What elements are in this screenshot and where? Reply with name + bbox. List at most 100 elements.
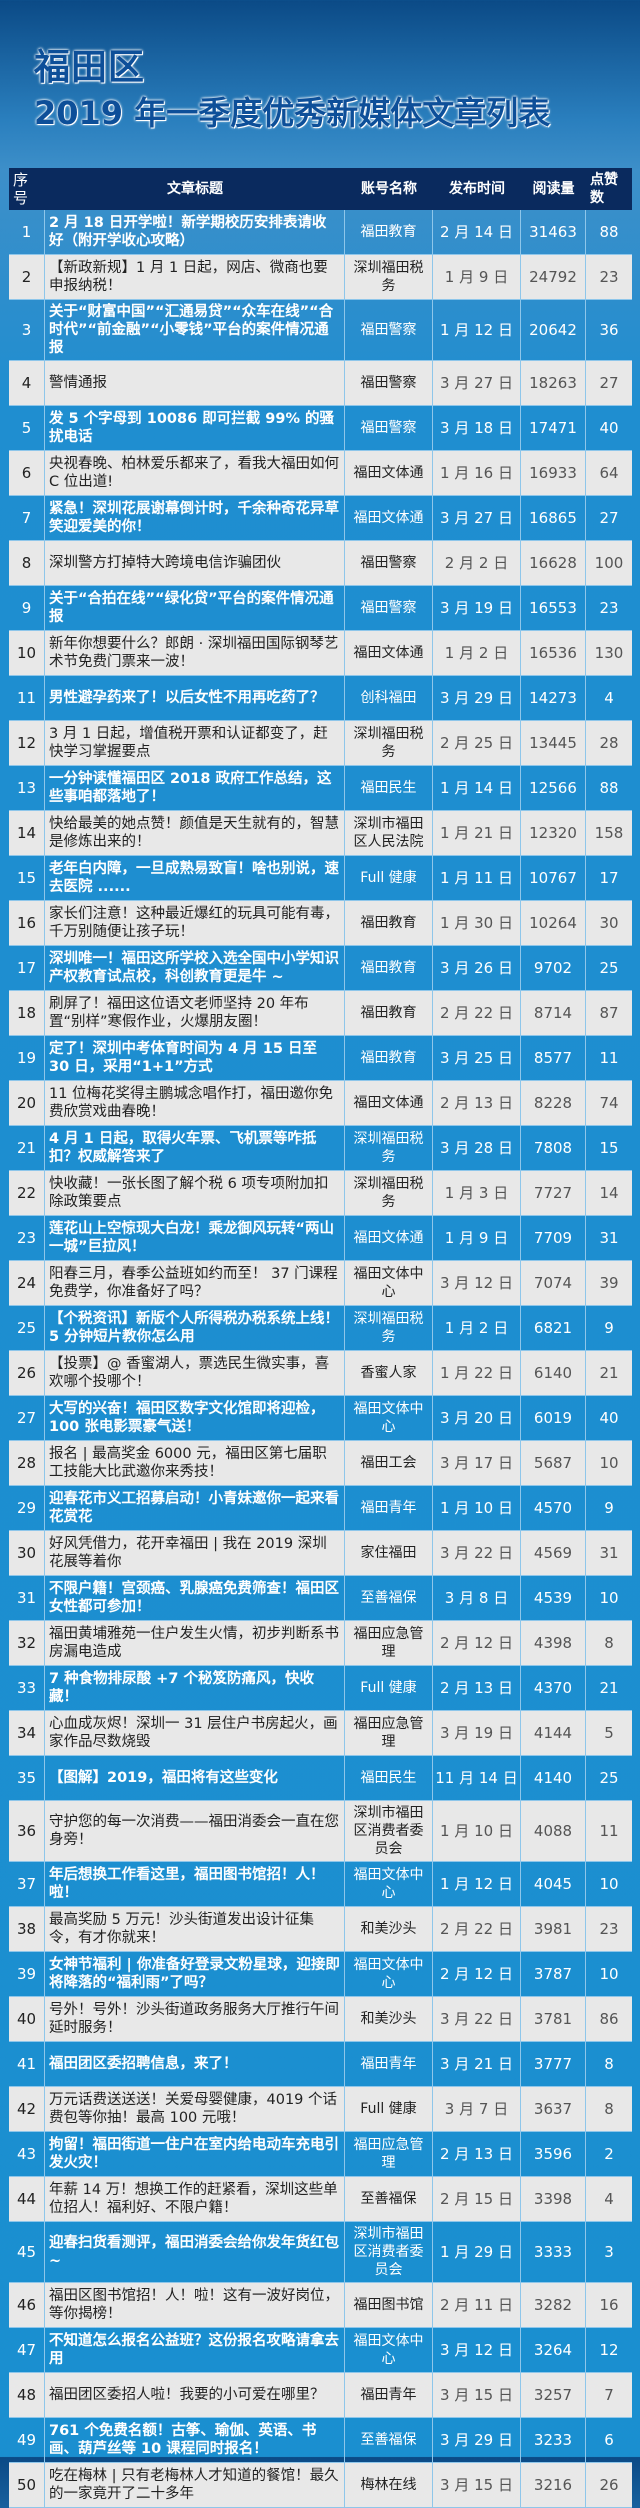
article-title[interactable]: 福田黄埔雅苑一住户发生火情，初步判断系书房漏电造成 [45,1621,345,1665]
row-seq: 47 [9,2328,45,2372]
article-title[interactable]: 大写的兴奋！福田区数字文化馆即将迎检，100 张电影票豪气送！ [45,1396,345,1440]
read-count: 16628 [521,541,586,585]
like-count: 4 [604,689,614,707]
account-name: 深圳福田税务 [345,721,433,765]
article-title[interactable]: 关于“财富中国”“汇通易贷”“众车在线”“合时代”“前金融”“小零钱”平台的案件… [45,300,345,360]
article-title[interactable]: 【个税资讯】新版个人所得税办税系统上线！ 5 分钟短片教你怎么用 [45,1306,345,1350]
article-title[interactable]: 定了！深圳中考体育时间为 4 月 15 日至 30 日，采用“1+1”方式 [45,1036,345,1080]
row-seq: 18 [9,991,45,1035]
article-title[interactable]: 吃在梅林 | 只有老梅林人才知道的餐馆！最久的一家竟开了二十多年 [45,2463,345,2507]
article-title[interactable]: 女神节福利 | 你准备好登录文粉星球，迎接即将降落的“福利雨”了吗？ [45,1952,345,1996]
account-name: 福田青年 [345,2373,433,2417]
table-row: 30 好风凭借力，花开幸福田 | 我在 2019 深圳花展等着你 家住福田 3 月 2… [9,1531,632,1576]
article-title[interactable]: 心血成灰烬！深圳一 31 层住户书房起火，画家作品尽数烧毁 [45,1711,345,1755]
table-row: 44 年薪 14 万！想换工作的赶紧看，深圳这些单位招人！福利好、不限户籍！ 至善福… [9,2177,632,2222]
row-seq: 26 [9,1351,45,1395]
account-name: 福田文体中心 [345,1952,433,1996]
article-title[interactable]: 一分钟读懂福田区 2018 政府工作总结，这些事咱都落地了！ [45,766,345,810]
article-title[interactable]: 福田区图书馆招！人！啦！这有一波好岗位，等你揭榜！ [45,2283,345,2327]
table-row: 23 莲花山上空惊现大白龙！乘龙御风玩转“两山一城”巨拉风！ 福田文体通 1 月 9 … [9,1216,632,1261]
account-name: 梅林在线 [345,2463,433,2507]
read-count: 5687 [521,1441,586,1485]
article-title[interactable]: 守护您的每一次消费——福田消委会一直在您身旁！ [45,1801,345,1861]
article-title[interactable]: 万元话费送送送！关爱母婴健康，4019 个话费包等你抽！最高 100 元哦！ [45,2087,345,2131]
article-title[interactable]: 福田团区委招聘信息，来了！ [45,2042,345,2086]
read-count: 8228 [521,1081,586,1125]
row-seq: 31 [9,1576,45,1620]
article-title[interactable]: 福田团区委招人啦！我要的小可爱在哪里？ [45,2373,345,2417]
account-name: 福田民生 [345,766,433,810]
publish-date: 2 月 15 日 [433,2177,521,2221]
article-title[interactable]: 深圳警方打掉特大跨境电信诈骗团伙 [45,541,345,585]
article-title[interactable]: 不知道怎么报名公益班？这份报名攻略请拿去用 [45,2328,345,2372]
publish-date: 1 月 12 日 [433,1862,521,1906]
article-title[interactable]: 11 位梅花奖得主鹏城念唱作打，福田邀你免费欣赏戏曲春晚！ [45,1081,345,1125]
article-title[interactable]: 3 月 1 日起，增值税开票和认证都变了，赶快学习掌握要点 [45,721,345,765]
like-count: 23 [599,268,619,286]
like-count: 16 [599,2296,619,2314]
like-count: 8 [604,2100,614,2118]
account-name: 深圳市福田区消费者委员会 [345,2222,433,2282]
article-title[interactable]: 阳春三月，春季公益班如约而至！ 37 门课程免费学，你准备好了吗？ [45,1261,345,1305]
row-seq: 1 [9,210,45,254]
publish-date: 1 月 9 日 [433,255,521,299]
article-title[interactable]: 家长们注意！这种最近爆红的玩具可能有毒，千万别随便让孩子玩！ [45,901,345,945]
like-count: 5 [604,1724,614,1742]
article-title[interactable]: 761 个免费名额！古筝、瑜伽、英语、书画、葫芦丝等 10 课程同时报名！ [45,2418,345,2462]
article-title[interactable]: 拘留！福田街道一住户在室内给电动车充电引发火灾！ [45,2132,345,2176]
column-header-title: 文章标题 [167,181,223,197]
like-count: 87 [599,1004,619,1022]
article-title[interactable]: 快收藏！一张长图了解个税 6 项专项附加扣除政策要点 [45,1171,345,1215]
table-row: 37 年后想换工作看这里，福田图书馆招！人！啦！ 福田文体中心 1 月 12 日 404… [9,1862,632,1907]
read-count: 3333 [521,2222,586,2282]
article-title[interactable]: 莲花山上空惊现大白龙！乘龙御风玩转“两山一城”巨拉风！ [45,1216,345,1260]
read-count: 3216 [521,2463,586,2507]
article-title[interactable]: 【新政新规】1 月 1 日起，网店、微商也要申报纳税！ [45,255,345,299]
article-title[interactable]: 迎春扫货看测评，福田消委会给你发年货红包 ~ [45,2222,345,2282]
account-name: 福田文体通 [345,451,433,495]
article-title[interactable]: 迎春花市义工招募启动！小青妹邀你一起来看花赏花 [45,1486,345,1530]
article-title[interactable]: 2 月 18 日开学啦！新学期校历安排表请收好（附开学收心攻略） [45,210,345,254]
article-title[interactable]: 老年白内障，一旦成熟易致盲！啥也别说，速去医院 ...... [45,856,345,900]
article-title[interactable]: 央视春晚、柏林爱乐都来了，看我大福田如何 C 位出道! [45,451,345,495]
article-title[interactable]: 年后想换工作看这里，福田图书馆招！人！啦！ [45,1862,345,1906]
row-seq: 33 [9,1666,45,1710]
article-title[interactable]: 深圳唯一！福田这所学校入选全国中小学知识产权教育试点校，科创教育更是牛 ~ [45,946,345,990]
article-title[interactable]: 最高奖励 5 万元！沙头街道发出设计征集令，有才你就来！ [45,1907,345,1951]
article-title[interactable]: 号外！号外！沙头街道政务服务大厅推行午间延时服务！ [45,1997,345,2041]
article-title[interactable]: 男性避孕药来了！以后女性不用再吃药了？ [45,676,345,720]
article-title[interactable]: 新年你想要什么？郎朗 · 深圳福田国际钢琴艺术节免费门票来一波！ [45,631,345,675]
row-seq: 7 [9,496,45,540]
article-title[interactable]: 刷屏了！福田这位语文老师坚持 20 年布置“别样”寒假作业，火爆朋友圈！ [45,991,345,1035]
publish-date: 1 月 29 日 [433,2222,521,2282]
article-title[interactable]: 7 种食物排尿酸 +7 个秘笈防痛风，快收藏！ [45,1666,345,1710]
table-row: 50 吃在梅林 | 只有老梅林人才知道的餐馆！最久的一家竟开了二十多年 梅林在线 3 … [9,2463,632,2508]
table-row: 14 快给最美的她点赞！颜值是天生就有的，智慧是修炼出来的！ 深圳市福田区人民法院 1… [9,811,632,856]
table-row: 26 【投票】@ 香蜜湖人，票选民生微实事，喜欢哪个投哪个！ 香蜜人家 1 月 22 … [9,1351,632,1396]
account-name: 福田应急管理 [345,1621,433,1665]
like-count: 23 [599,1920,619,1938]
article-title[interactable]: 不限户籍！宫颈癌、乳腺癌免费筛查！福田区女性都可参加！ [45,1576,345,1620]
read-count: 20642 [521,300,586,360]
like-count: 39 [599,1274,619,1292]
article-title[interactable]: 【投票】@ 香蜜湖人，票选民生微实事，喜欢哪个投哪个！ [45,1351,345,1395]
article-title[interactable]: 警情通报 [45,361,345,405]
row-seq: 24 [9,1261,45,1305]
article-title[interactable]: 关于“合拍在线”“绿化贷”平台的案件情况通报 [45,586,345,630]
article-title[interactable]: 好风凭借力，花开幸福田 | 我在 2019 深圳花展等着你 [45,1531,345,1575]
like-count: 8 [604,1634,614,1652]
article-title[interactable]: 发 5 个字母到 10086 即可拦截 99% 的骚扰电话 [45,406,345,450]
article-title[interactable]: 年薪 14 万！想换工作的赶紧看，深圳这些单位招人！福利好、不限户籍！ [45,2177,345,2221]
table-row: 39 女神节福利 | 你准备好登录文粉星球，迎接即将降落的“福利雨”了吗？ 福田文体… [9,1952,632,1997]
read-count: 7808 [521,1126,586,1170]
publish-date: 2 月 12 日 [433,1952,521,1996]
article-title[interactable]: 快给最美的她点赞！颜值是天生就有的，智慧是修炼出来的！ [45,811,345,855]
publish-date: 3 月 20 日 [433,1396,521,1440]
row-seq: 27 [9,1396,45,1440]
article-title[interactable]: 紧急！深圳花展谢幕倒计时，千余种奇花异草笑迎爱美的你！ [45,496,345,540]
article-title[interactable]: 4 月 1 日起，取得火车票、飞机票等咋抵扣？权威解答来了 [45,1126,345,1170]
article-title[interactable]: 【图解】2019，福田将有这些变化 [45,1756,345,1800]
article-title[interactable]: 报名 | 最高奖金 6000 元，福田区第七届职工技能大比武邀你来秀技！ [45,1441,345,1485]
row-seq: 34 [9,1711,45,1755]
publish-date: 3 月 7 日 [433,2087,521,2131]
